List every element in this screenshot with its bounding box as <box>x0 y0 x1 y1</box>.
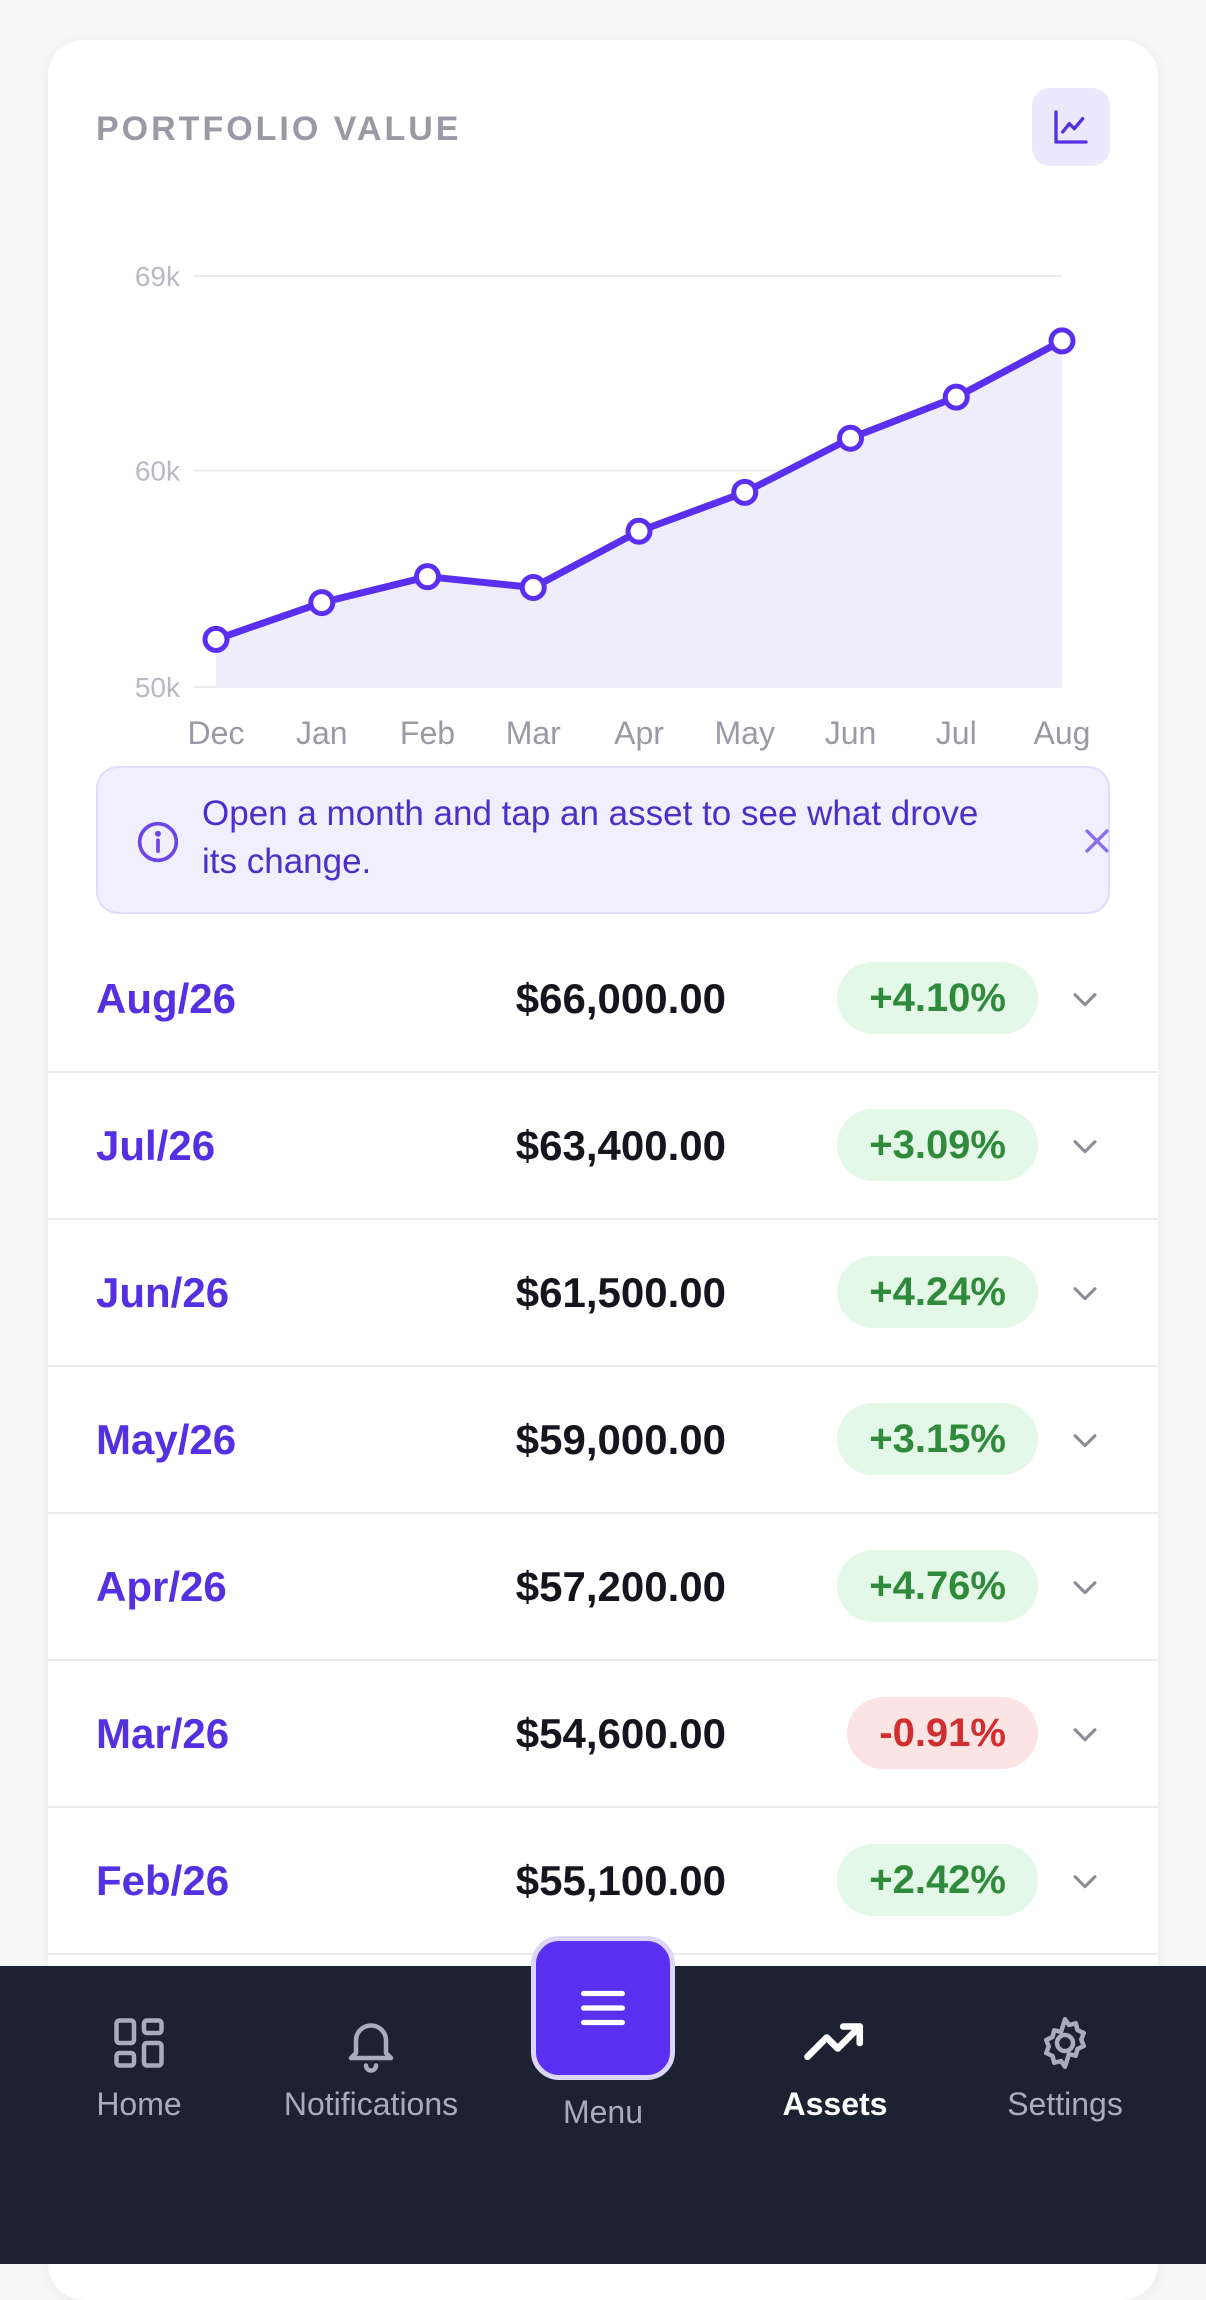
data-point <box>308 589 336 617</box>
chart-toggle-button[interactable] <box>1032 88 1110 166</box>
row-month: Feb/26 <box>96 1857 230 1904</box>
row-month: May/26 <box>96 1416 237 1463</box>
nav-menu-button[interactable] <box>531 1936 675 2080</box>
close-icon <box>1085 829 1109 853</box>
y-tick-label: 60k <box>135 456 181 487</box>
portfolio-chart: 50k 60k 69k Dec Jan Feb Mar Apr May Jun Jul Aug <box>135 261 1091 751</box>
change-badge: +4.76% <box>837 1550 1038 1622</box>
card-title: PORTFOLIO VALUE <box>96 110 462 148</box>
month-row[interactable]: Aug/26 $66,000.00 +4.10% <box>48 926 1158 1073</box>
change-badge: +4.24% <box>837 1256 1038 1328</box>
month-row[interactable]: Mar/26 $54,600.00 -0.91% <box>48 1661 1158 1808</box>
row-value: $66,000.00 <box>515 975 726 1022</box>
row-month: Apr/26 <box>96 1563 227 1610</box>
x-tick-label: Mar <box>506 715 561 751</box>
nav-settings[interactable]: Settings <box>950 2006 1180 2123</box>
data-point <box>837 424 864 452</box>
x-tick-label: Dec <box>188 715 245 751</box>
chevron-down-icon[interactable] <box>1068 1864 1102 1898</box>
x-tick-label: Aug <box>1034 715 1091 751</box>
portfolio-card: PORTFOLIO VALUE 50k 60k 69k Dec Jan Feb Mar Apr… <box>48 40 1158 2300</box>
bell-icon <box>348 2023 394 2073</box>
nav-notifications-label: Notifications <box>283 2086 459 2122</box>
month-row[interactable]: Feb/26 $55,100.00 +2.42% <box>48 1808 1158 1955</box>
x-tick-label: Jun <box>825 715 877 751</box>
data-point <box>942 383 970 411</box>
nav-menu-label: Menu <box>562 2094 644 2130</box>
row-value: $61,500.00 <box>515 1269 726 1316</box>
row-month: Mar/26 <box>96 1710 230 1757</box>
data-point <box>414 563 441 591</box>
nav-home[interactable]: Home <box>24 2006 254 2123</box>
area-fill <box>216 340 1062 687</box>
y-tick-label: 50k <box>135 672 181 703</box>
nav-notifications[interactable]: Notifications <box>256 2006 486 2123</box>
tip-text: Open a month and tap an asset to see wha… <box>202 794 979 881</box>
tip-banner: Open a month and tap an asset to see wha… <box>96 766 1110 914</box>
row-value: $55,100.00 <box>515 1857 726 1904</box>
nav-home-label: Home <box>96 2086 182 2122</box>
nav-settings-label: Settings <box>1007 2086 1123 2122</box>
hamburger-icon <box>581 1990 625 2026</box>
data-point <box>1048 327 1076 355</box>
chevron-down-icon[interactable] <box>1068 1276 1102 1310</box>
data-point <box>519 573 547 601</box>
grid-icon <box>114 2018 164 2068</box>
row-value: $59,000.00 <box>515 1416 726 1463</box>
change-badge: -0.91% <box>847 1697 1038 1769</box>
monthly-list: Aug/26 $66,000.00 +4.10% Jul/26 $63,400.00 +3… <box>48 926 1158 1955</box>
row-month: Aug/26 <box>96 975 237 1022</box>
change-badge: +4.10% <box>837 962 1038 1034</box>
row-value: $63,400.00 <box>515 1122 726 1169</box>
chevron-down-icon[interactable] <box>1068 1423 1102 1457</box>
row-month: Jul/26 <box>96 1122 216 1169</box>
bottom-nav: Home Notifications Menu Assets <box>0 1936 1206 2264</box>
trending-up-icon <box>804 2023 864 2061</box>
x-tick-label: Feb <box>400 715 455 751</box>
line-chart-icon <box>1054 110 1088 144</box>
nav-assets[interactable]: Assets <box>720 2006 950 2123</box>
x-tick-label: May <box>715 715 775 751</box>
x-tick-label: Apr <box>614 715 664 751</box>
data-point <box>202 625 230 653</box>
x-tick-label: Jan <box>296 715 348 751</box>
chevron-down-icon[interactable] <box>1068 982 1102 1016</box>
y-tick-label: 69k <box>135 261 181 292</box>
chevron-down-icon[interactable] <box>1068 1717 1102 1751</box>
change-badge: +2.42% <box>837 1844 1038 1916</box>
month-row[interactable]: May/26 $59,000.00 +3.15% <box>48 1367 1158 1514</box>
gear-icon <box>1044 2017 1086 2069</box>
month-row[interactable]: Jun/26 $61,500.00 +4.24% <box>48 1220 1158 1367</box>
nav-assets-label: Assets <box>782 2086 888 2122</box>
tip-close-button[interactable] <box>1074 818 1120 864</box>
data-point <box>731 478 759 506</box>
month-row[interactable]: Apr/26 $57,200.00 +4.76% <box>48 1514 1158 1661</box>
chevron-down-icon[interactable] <box>1068 1129 1102 1163</box>
info-icon <box>137 821 179 863</box>
change-badge: +3.09% <box>837 1109 1038 1181</box>
change-badge: +3.15% <box>837 1403 1038 1475</box>
row-month: Jun/26 <box>96 1269 230 1316</box>
month-row[interactable]: Jul/26 $63,400.00 +3.09% <box>48 1073 1158 1220</box>
x-tick-label: Jul <box>936 715 977 751</box>
row-value: $54,600.00 <box>515 1710 726 1757</box>
row-value: $57,200.00 <box>515 1563 726 1610</box>
data-point <box>625 517 653 545</box>
chevron-down-icon[interactable] <box>1068 1570 1102 1604</box>
